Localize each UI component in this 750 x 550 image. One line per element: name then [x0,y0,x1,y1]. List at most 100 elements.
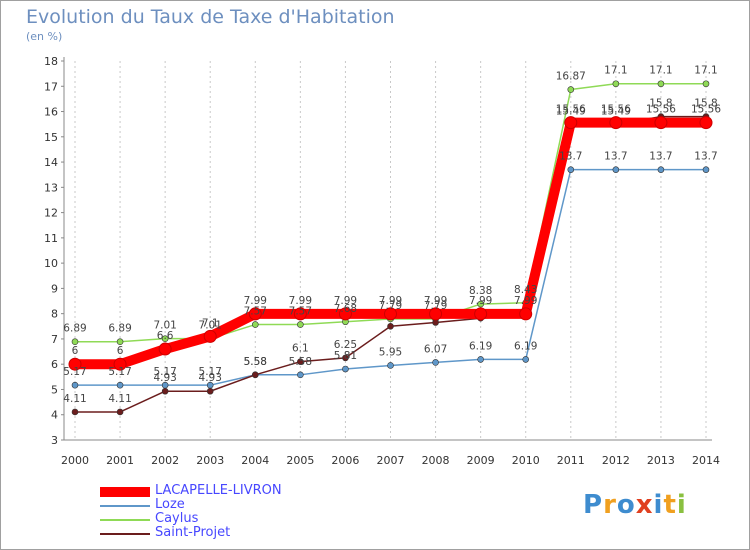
data-label-caylus-2010: 8.43 [514,284,537,296]
data-label-lacapelle-livron-2004: 7.99 [244,295,267,307]
point-lacapelle-livron-2008 [429,307,443,321]
data-label-saint-projet-2001: 4.11 [108,393,131,405]
data-label-saint-projet-2006: 6.25 [334,339,357,351]
point-saint-projet-2002 [161,387,169,395]
point-loze-2006 [342,365,349,373]
point-caylus-2013 [657,80,665,88]
data-label-loze-2009: 6.19 [469,340,492,352]
y-tick-label-17: 17 [44,80,58,93]
data-label-caylus-2004: 7.57 [244,306,267,318]
data-label-loze-2001: 5.17 [108,366,131,378]
y-tick-label-5: 5 [51,383,58,396]
data-label-caylus-2014: 17.1 [694,65,717,77]
data-label-lacapelle-livron-2006: 7.99 [334,295,357,307]
point-lacapelle-livron-2002 [158,342,172,356]
logo-letter: i [676,490,687,520]
legend-label: Loze [155,497,185,512]
point-lacapelle-livron-2014 [699,116,713,130]
data-label-caylus-2007: 7.79 [379,300,402,312]
point-caylus-2000 [71,338,79,346]
data-label-caylus-2012: 17.1 [604,65,627,77]
point-caylus-2004 [251,321,259,328]
data-label-caylus-2000: 6.89 [63,323,86,335]
x-tick-label-2010: 2010 [512,454,540,467]
data-label-saint-projet-2005: 6.1 [292,343,309,355]
data-label-saint-projet-2002: 4.93 [153,372,176,384]
x-tick-label-2005: 2005 [286,454,314,467]
point-caylus-2005 [297,321,304,328]
logo-letter: t [663,490,677,520]
chart-title: Evolution du Taux de Taxe d'Habitation [26,6,395,28]
data-label-caylus-2001: 6.89 [108,323,131,335]
y-tick-label-10: 10 [44,257,58,270]
y-tick-label-16: 16 [44,106,58,119]
data-label-caylus-2006: 7.68 [334,303,357,315]
y-tick-label-4: 4 [51,409,58,422]
point-loze-2013 [657,166,665,173]
data-label-loze-2010: 6.19 [514,340,537,352]
logo-letter: o [616,490,636,520]
point-loze-2009 [477,356,484,363]
point-loze-2000 [71,381,79,389]
x-tick-label-2011: 2011 [557,454,585,467]
x-tick-label-2014: 2014 [692,454,720,467]
point-loze-2014 [702,166,710,173]
data-label-saint-projet-2011: 15.49 [556,105,586,117]
legend-label: Caylus [155,511,199,526]
data-label-lacapelle-livron-2005: 7.99 [289,295,312,307]
x-tick-label-2009: 2009 [467,454,495,467]
y-tick-label-8: 8 [51,308,58,321]
data-label-caylus-2011: 16.87 [556,71,586,83]
data-label-saint-projet-2003: 4.93 [199,372,222,384]
x-tick-label-2003: 2003 [196,454,224,467]
logo-letter: x [635,490,654,520]
data-label-lacapelle-livron-2011: 15.56 [556,104,586,116]
point-lacapelle-livron-2011 [564,116,578,130]
data-label-lacapelle-livron-2003: 7.1 [202,317,219,329]
data-label-loze-2003: 5.17 [199,366,222,378]
data-label-loze-2002: 5.17 [153,366,176,378]
point-saint-projet-2005 [297,358,304,365]
point-saint-projet-2003 [206,387,214,395]
legend-swatch [100,519,150,521]
point-lacapelle-livron-2004 [248,307,262,321]
point-loze-2005 [297,371,304,379]
data-label-lacapelle-livron-2012: 15.56 [601,104,631,116]
logo-letter: r [603,490,617,520]
x-tick-label-2013: 2013 [647,454,675,467]
point-saint-projet-2001 [116,408,124,416]
x-tick-label-2008: 2008 [422,454,450,467]
x-tick-label-2007: 2007 [377,454,405,467]
logo-letter: i [653,490,664,520]
data-label-caylus-2008: 7.79 [424,300,447,312]
data-label-lacapelle-livron-2002: 6.6 [157,330,174,342]
point-caylus-2014 [702,80,710,88]
point-loze-2007 [387,362,394,369]
x-tick-label-2001: 2001 [106,454,134,467]
data-label-saint-projet-2014: 15.8 [694,98,717,110]
y-tick-label-6: 6 [51,358,58,371]
y-tick-label-9: 9 [51,282,58,295]
y-tick-label-12: 12 [44,207,58,220]
point-loze-2012 [612,166,620,173]
data-label-caylus-2002: 7.01 [153,320,176,332]
data-label-caylus-2003: 7.01 [199,320,222,332]
point-caylus-2011 [567,86,575,93]
data-label-lacapelle-livron-2000: 6 [72,345,79,357]
data-label-saint-projet-2013: 15.8 [649,98,672,110]
data-label-loze-2012: 13.7 [604,151,627,163]
y-tick-label-3: 3 [51,434,58,447]
x-tick-label-2004: 2004 [241,454,269,467]
point-lacapelle-livron-2007 [384,307,397,321]
x-tick-label-2006: 2006 [331,454,359,467]
data-label-lacapelle-livron-2001: 6 [117,345,124,357]
point-saint-projet-2000 [71,408,79,416]
data-label-saint-projet-2012: 15.49 [601,105,631,117]
data-label-loze-2007: 5.95 [379,346,402,358]
data-label-loze-2006: 5.81 [334,350,357,362]
legend-swatch [100,487,150,497]
point-lacapelle-livron-2012 [609,116,623,130]
data-label-loze-2000: 5.17 [63,366,86,378]
